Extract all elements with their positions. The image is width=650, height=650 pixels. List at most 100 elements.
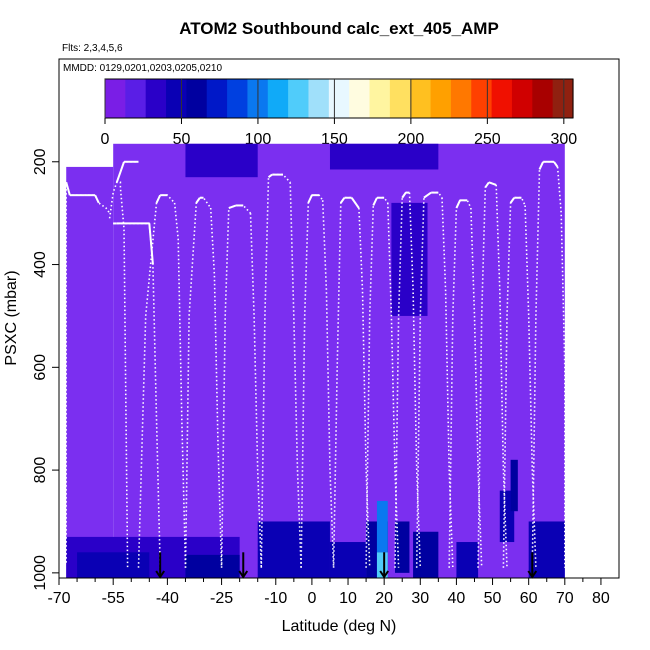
x-tick-label: 40	[448, 590, 466, 607]
flight-track-level	[488, 181, 497, 186]
plot-area	[65, 143, 566, 579]
colorbar-tick-label: 200	[398, 131, 425, 148]
flight-track	[289, 182, 302, 568]
colorbar-segment	[105, 79, 126, 118]
colorbar-segment	[288, 79, 310, 118]
flight-track	[408, 192, 422, 568]
colorbar-segment	[267, 79, 289, 118]
x-axis: -70 -55 -40 -25 -10 0 10 20 30 40 50 60 70 80	[47, 578, 610, 607]
flight-track-level	[509, 197, 516, 204]
y-tick-label: 1000	[32, 555, 49, 591]
x-tick-label: 20	[375, 590, 393, 607]
x-tick-label: -70	[47, 590, 70, 607]
colorbar-segment	[410, 79, 432, 118]
colorbar-segment	[328, 79, 350, 118]
flight-track	[556, 166, 566, 568]
marker-arrow-head	[379, 570, 389, 579]
flights-subtitle: Flts: 2,3,4,5,6	[62, 43, 123, 54]
data-cell	[510, 459, 518, 512]
colorbar-segment	[369, 79, 391, 118]
data-cell	[456, 542, 479, 578]
flight-track	[387, 202, 400, 568]
y-tick-label: 200	[32, 148, 49, 175]
data-cell	[376, 500, 388, 553]
colorbar-segment	[450, 79, 472, 118]
flight-track	[441, 197, 454, 568]
flight-track-level	[455, 199, 461, 209]
flight-track-level	[538, 161, 545, 170]
colorbar-segment	[389, 79, 411, 118]
flight-track-level	[401, 192, 407, 199]
flight-track-level	[484, 181, 490, 189]
x-tick-label: -40	[156, 590, 179, 607]
colorbar-segment	[186, 79, 208, 118]
y-tick-label: 600	[32, 354, 49, 381]
x-tick-label: 70	[556, 590, 574, 607]
colorbar-segment	[206, 79, 228, 118]
flight-track	[209, 207, 223, 568]
marker-arrow-head	[238, 570, 249, 579]
colorbar-segment	[308, 79, 330, 118]
flight-track	[220, 204, 252, 568]
colorbar-segment	[532, 79, 554, 118]
marker-arrow-head	[155, 570, 165, 579]
colorbar-tick-label: 0	[101, 131, 110, 148]
data-cell	[185, 554, 240, 578]
colorbar-segment	[227, 79, 249, 118]
data-cell	[185, 143, 258, 178]
marker-arrow-head	[527, 570, 538, 579]
flight-track-level	[267, 173, 273, 179]
data-cell	[329, 542, 367, 578]
colorbar-tick-label: 50	[173, 131, 191, 148]
colorbar-segment	[471, 79, 493, 118]
flight-track-level	[339, 197, 346, 204]
flight-track-level	[195, 197, 201, 204]
colorbar-segment	[491, 79, 513, 118]
flight-track	[470, 207, 483, 568]
data-cell	[329, 143, 439, 170]
flight-track-level	[350, 197, 360, 209]
colorbar-segment	[166, 79, 187, 118]
flight-track-level	[307, 194, 313, 204]
colorbar-tick-label: 150	[321, 131, 348, 148]
flight-track	[358, 207, 371, 568]
y-tick-label: 800	[32, 457, 49, 484]
colorbar-segment	[511, 79, 533, 118]
x-tick-label: 60	[520, 590, 538, 607]
flight-track	[108, 181, 129, 568]
y-axis-label: PSXC (mbar)	[3, 270, 20, 365]
flight-track-level	[65, 182, 71, 196]
colorbar-tick-label: 250	[474, 131, 501, 148]
colorbar-segment	[125, 79, 147, 118]
plot-frame	[58, 58, 620, 579]
colorbar-tick-label: 100	[245, 131, 272, 148]
colorbar-segment	[552, 79, 574, 118]
x-tick-label: 10	[339, 590, 357, 607]
flight-track-level	[94, 194, 100, 204]
y-tick-label: 400	[32, 251, 49, 278]
dates-subtitle: MMDD: 0129,0201,0203,0205,0210	[63, 63, 222, 74]
chart-title: ATOM2 Southbound calc_ext_405_AMP	[179, 19, 499, 38]
x-axis-label: Latitude (deg N)	[282, 618, 397, 635]
x-tick-label: 0	[307, 590, 316, 607]
x-tick-label: 80	[592, 590, 610, 607]
x-tick-label: 30	[411, 590, 429, 607]
y-axis: 200 400 600 800 1000	[32, 148, 59, 591]
data-cell	[113, 143, 565, 579]
colorbar-tick-label: 300	[550, 131, 577, 148]
flight-track-level	[148, 223, 154, 265]
x-tick-label: -25	[210, 590, 233, 607]
data-cell	[66, 166, 114, 578]
flight-track-level	[155, 194, 162, 204]
x-tick-label: 50	[484, 590, 502, 607]
flight-track-level	[372, 197, 378, 206]
flight-track-level	[228, 204, 237, 209]
x-tick-label: -10	[264, 590, 287, 607]
data-cell	[77, 552, 150, 578]
flight-track-level	[423, 191, 432, 199]
colorbar-segment	[349, 79, 371, 118]
flight-track-level	[115, 161, 125, 183]
data-cell	[257, 521, 330, 578]
colorbar-segment	[430, 79, 452, 118]
